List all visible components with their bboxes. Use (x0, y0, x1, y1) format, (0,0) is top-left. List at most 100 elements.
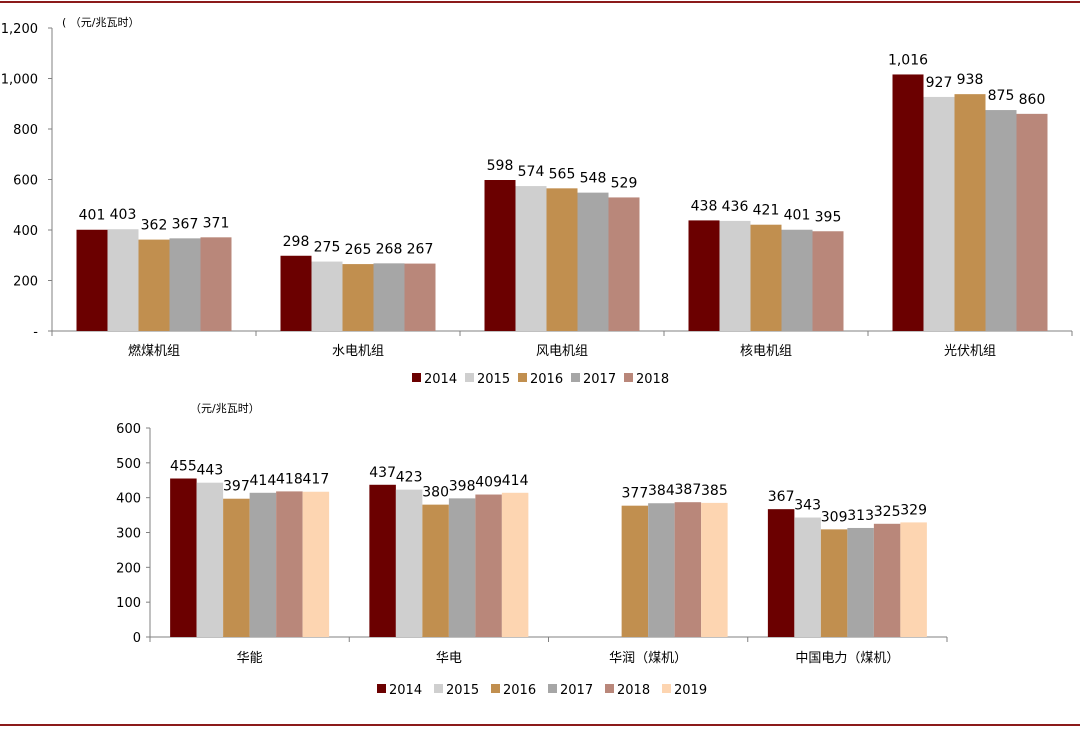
chart2-category-label: 中国电力（煤机） (795, 651, 899, 666)
chart1-bar (342, 264, 374, 331)
chart2-bar (196, 482, 224, 637)
chart1-bar (577, 192, 609, 331)
chart2-y-tick-label: 600 (116, 422, 141, 437)
top-rule (0, 1, 1080, 3)
chart2-y-tick-label: 500 (116, 457, 141, 472)
chart2-legend-label: 2015 (446, 683, 479, 698)
chart2-bar (302, 491, 330, 637)
chart1-bar (546, 188, 578, 331)
chart2-value-label: 325 (874, 504, 901, 520)
chart2-value-label: 329 (900, 502, 927, 518)
chart2-y-tick-label: 0 (133, 631, 141, 646)
chart1-legend-swatch (571, 373, 580, 382)
chart1-value-label: 401 (784, 208, 811, 224)
chart2-value-label: 414 (250, 473, 277, 489)
chart2-bar (648, 503, 675, 637)
chart1-value-label: 1,016 (888, 52, 928, 68)
chart1-bar (169, 238, 201, 331)
chart1-y-tick-label: - (33, 325, 38, 340)
chart1-value-label: 371 (203, 215, 230, 231)
chart1-value-label: 421 (753, 203, 780, 219)
chart1-bar (280, 255, 312, 331)
chart2-category-label: 华能 (237, 651, 263, 666)
chart2-value-label: 455 (170, 459, 197, 475)
chart1-bar (76, 229, 108, 331)
chart1-bar (107, 229, 139, 331)
chart2-value-label: 387 (675, 482, 702, 498)
chart2-bar (900, 522, 927, 637)
chart2-bar (701, 502, 728, 637)
chart2-y-tick-label: 400 (116, 492, 141, 507)
chart1-value-label: 403 (110, 207, 137, 223)
chart1-value-label: 401 (79, 208, 106, 224)
chart2-bar (249, 492, 277, 637)
chart1-category-label: 风电机组 (536, 344, 588, 359)
chart1-bar (750, 224, 782, 331)
chart2-bar (847, 527, 874, 637)
chart1-value-label: 875 (988, 88, 1015, 104)
chart2-value-label: 423 (396, 470, 423, 486)
chart1-legend-label: 2017 (583, 372, 616, 387)
chart1-value-label: 860 (1019, 92, 1046, 108)
chart2-category-label: 华润（煤机） (609, 651, 687, 666)
chart2-value-label: 417 (303, 472, 330, 488)
chart1-bar (311, 261, 343, 331)
chart2-value-label: 380 (422, 485, 449, 501)
chart2-value-label: 309 (821, 509, 848, 525)
chart2-legend-swatch (434, 684, 443, 693)
chart1-bar (138, 239, 170, 331)
chart1-y-tick-label: 1,000 (1, 73, 38, 88)
chart2-bar (422, 504, 449, 637)
chart1-category-label: 光伏机组 (944, 344, 996, 359)
chart1-y-tick-label: 1,200 (1, 22, 38, 37)
chart1-bar (719, 220, 751, 331)
chart1-legend-label: 2015 (477, 372, 510, 387)
chart1-y-tick-label: 800 (13, 123, 38, 138)
chart2-legend-swatch (662, 684, 671, 693)
chart1-legend-swatch (412, 373, 421, 382)
chart2-bar (170, 478, 197, 637)
chart1-y-tick-label: 200 (13, 275, 38, 290)
chart2-bar (674, 502, 702, 637)
chart1-legend-swatch (518, 373, 527, 382)
chart2-bar (369, 484, 396, 637)
chart2-bar (395, 489, 423, 637)
chart2-legend-swatch (491, 684, 500, 693)
chart1-value-label: 436 (722, 199, 749, 215)
chart1-legend-label: 2016 (530, 372, 563, 387)
chart2-bar (767, 509, 795, 637)
chart2-value-label: 443 (197, 463, 224, 479)
chart2-bar (276, 491, 303, 637)
chart2-value-label: 377 (622, 486, 649, 502)
chart1-bar (404, 263, 436, 331)
chart2-value-label: 418 (276, 471, 303, 487)
chart1-value-label: 298 (283, 234, 310, 250)
chart2-legend-swatch (377, 684, 386, 693)
chart2-legend-label: 2017 (560, 683, 593, 698)
chart2-bar (501, 492, 529, 637)
chart1-legend-label: 2018 (636, 372, 669, 387)
chart1-value-label: 265 (345, 242, 372, 258)
chart2-bar (794, 517, 821, 637)
chart1-bar (954, 94, 986, 331)
chart2-bar (448, 498, 476, 637)
chart2-value-label: 367 (768, 489, 795, 505)
chart1-bar (608, 197, 640, 331)
chart1-legend-swatch (624, 373, 633, 382)
chart1-value-label: 362 (141, 218, 168, 234)
chart1-value-label: 367 (172, 216, 199, 232)
chart2-legend-label: 2014 (389, 683, 422, 698)
chart2-value-label: 414 (502, 473, 529, 489)
chart2-legend-label: 2016 (503, 683, 536, 698)
chart2-value-label: 343 (794, 498, 821, 514)
chart1-y-tick-label: 600 (13, 174, 38, 189)
chart1-legend-label: 2014 (424, 372, 457, 387)
chart2-y-tick-label: 300 (116, 527, 141, 542)
chart1-value-label: 574 (518, 164, 545, 180)
chart1-bar (688, 220, 720, 331)
chart1-bar (484, 180, 516, 331)
chart1-value-label: 927 (926, 75, 953, 91)
chart1-legend-swatch (465, 373, 474, 382)
chart1-category-label: 核电机组 (740, 344, 792, 359)
chart1-y-tick-label: 400 (13, 224, 38, 239)
